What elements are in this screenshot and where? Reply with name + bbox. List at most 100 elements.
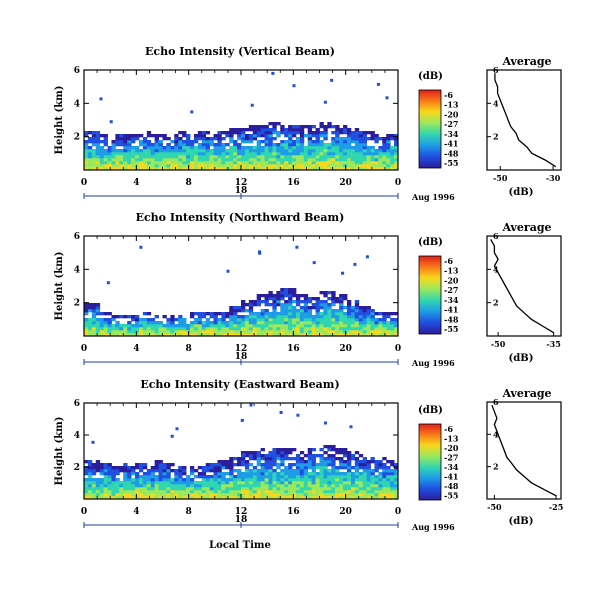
heatmap-cell: [327, 146, 332, 150]
heatmap-cell: [186, 487, 191, 491]
heatmap-cell: [319, 490, 324, 494]
heatmap-cell: [162, 481, 167, 485]
profile-y-tick-label: 2: [493, 298, 499, 308]
heatmap-cell: [292, 131, 297, 135]
heatmap-cell: [354, 321, 360, 325]
heatmap-cell: [288, 294, 293, 298]
heatmap-cell: [229, 484, 234, 488]
heatmap-cell: [378, 333, 383, 337]
heatmap-cell: [131, 493, 136, 497]
heatmap-cell: [339, 167, 344, 171]
heatmap-cell: [209, 167, 214, 171]
heatmap-cell: [229, 131, 234, 135]
heatmap-cell: [229, 490, 234, 494]
heatmap-cell: [339, 140, 344, 144]
heatmap-cell: [335, 490, 340, 494]
heatmap-cell: [142, 164, 148, 168]
heatmap-cell: [217, 312, 222, 316]
heatmap-cell: [327, 484, 332, 488]
heatmap-cell: [378, 463, 383, 467]
heatmap-cell: [217, 472, 222, 476]
colorbar-tick-label: -34: [444, 129, 459, 139]
heatmap-cell: [237, 484, 242, 488]
heatmap-cell: [311, 466, 316, 470]
heatmap-cell: [346, 451, 352, 455]
heatmap-cell: [331, 149, 336, 153]
heatmap-cell: [394, 472, 399, 476]
heatmap-cell: [394, 146, 399, 150]
heatmap-cell: [115, 167, 120, 171]
heatmap-cell: [390, 475, 395, 479]
heatmap-cell: [170, 434, 174, 438]
heatmap-cell: [386, 487, 391, 491]
heatmap-cell: [346, 155, 352, 159]
heatmap-cell: [260, 315, 265, 319]
heatmap-cell: [284, 481, 289, 485]
heatmap-cell: [264, 149, 269, 153]
heatmap-cell: [201, 158, 207, 162]
heatmap-cell: [241, 460, 246, 464]
heatmap-cell: [237, 158, 242, 162]
heatmap-cell: [131, 496, 136, 500]
heatmap-cell: [131, 490, 136, 494]
heatmap-cell: [382, 496, 387, 500]
heatmap-cell: [303, 134, 309, 138]
heatmap-cell: [260, 140, 265, 144]
heatmap-cell: [288, 457, 293, 461]
heatmap-cell: [303, 158, 309, 162]
heatmap-cell: [299, 309, 305, 313]
heatmap-cell: [307, 457, 313, 461]
heatmap-cell: [99, 140, 105, 144]
heatmap-cell: [225, 167, 230, 171]
heatmap-cell: [252, 164, 258, 168]
heatmap-cell: [327, 167, 332, 171]
heatmap-cell: [378, 493, 383, 497]
y-tick-label: 4: [74, 265, 80, 275]
heatmap-cell: [260, 481, 265, 485]
heatmap-cell: [142, 161, 148, 165]
heatmap-cell: [343, 484, 348, 488]
heatmap-cell: [162, 487, 167, 491]
heatmap-cell: [107, 496, 112, 500]
heatmap-cell: [284, 312, 289, 316]
heatmap-cell: [331, 164, 336, 168]
heatmap-cell: [374, 490, 379, 494]
heatmap-cell: [84, 327, 89, 331]
heatmap-cell: [217, 478, 222, 482]
heatmap-cell: [221, 324, 226, 328]
heatmap-cell: [358, 146, 364, 150]
heatmap-cell: [103, 487, 108, 491]
heatmap-cell: [288, 158, 293, 162]
heatmap-cell: [99, 152, 105, 156]
heatmap-cell: [260, 309, 265, 313]
heatmap-cell: [374, 149, 379, 153]
heatmap-cell: [264, 152, 269, 156]
heatmap-cell: [366, 490, 371, 494]
date-tick-label: 18: [235, 515, 248, 525]
heatmap-cell: [374, 318, 379, 322]
heatmap-cell: [268, 128, 273, 132]
heatmap-cell: [170, 321, 175, 325]
heatmap-cell: [241, 315, 246, 319]
heatmap-cell: [123, 463, 128, 467]
heatmap-cell: [323, 294, 328, 298]
heatmap-cell: [107, 490, 112, 494]
heatmap-cell: [323, 333, 328, 337]
heatmap-cell: [386, 134, 391, 138]
heatmap-cell: [127, 472, 132, 476]
heatmap-cell: [272, 463, 277, 467]
heatmap-cell: [248, 134, 254, 138]
heatmap-cell: [335, 309, 340, 313]
heatmap-cell: [284, 131, 289, 135]
heatmap-cell: [142, 496, 148, 500]
heatmap-cell: [335, 128, 340, 132]
heatmap-cell: [319, 155, 324, 159]
heatmap-cell: [319, 327, 324, 331]
heatmap-cell: [248, 333, 254, 337]
heatmap-cell: [303, 300, 309, 304]
heatmap-cell: [244, 158, 250, 162]
panel-title: Echo Intensity (Vertical Beam): [145, 45, 335, 58]
heatmap-cell: [284, 321, 289, 325]
heatmap-cell: [292, 309, 297, 313]
heatmap-cell: [182, 146, 187, 150]
